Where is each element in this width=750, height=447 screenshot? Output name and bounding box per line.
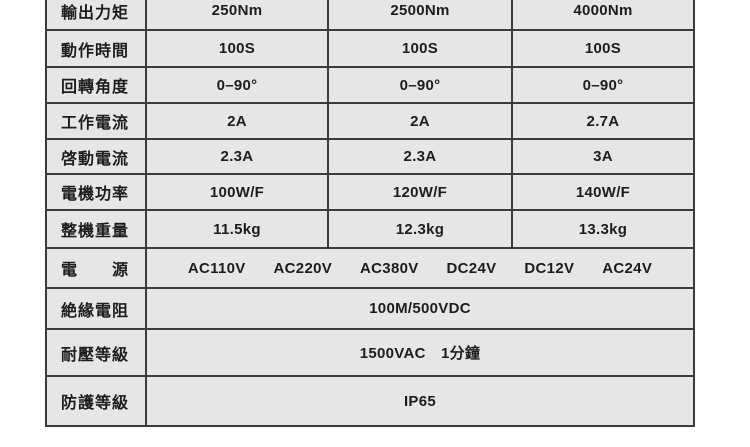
power-option: DC24V — [446, 259, 497, 277]
spec-row-starting-current: 啓動電流 2.3A 2.3A 3A — [45, 138, 695, 175]
row-label: 啓動電流 — [45, 138, 147, 175]
spec-row-working-current: 工作電流 2A 2A 2.7A — [45, 102, 695, 140]
spec-table: 輸出力矩 250Nm 2500Nm 4000Nm 動作時間 100S 100S … — [45, 0, 695, 427]
spec-value: 2500Nm — [327, 0, 513, 31]
spec-value: 4000Nm — [511, 0, 695, 31]
spec-value: 2.3A — [145, 138, 329, 175]
spec-value: 100M/500VDC — [145, 287, 695, 330]
spec-row-withstand-voltage: 耐壓等級 1500VAC 1分鐘 — [45, 328, 695, 377]
spec-value: 1500VAC 1分鐘 — [145, 328, 695, 377]
spec-value: 2.3A — [327, 138, 513, 175]
spec-row-rotation-angle: 回轉角度 0–90° 0–90° 0–90° — [45, 66, 695, 104]
power-option: AC220V — [273, 259, 333, 277]
power-options-cell: AC110V AC220V AC380V DC24V DC12V AC24V — [145, 247, 695, 289]
row-label: 防護等級 — [45, 375, 147, 427]
row-label: 輸出力矩 — [45, 0, 147, 31]
power-option: AC110V — [187, 259, 246, 277]
spec-row-action-time: 動作時間 100S 100S 100S — [45, 29, 695, 68]
spec-value: 0–90° — [511, 66, 695, 104]
row-label: 回轉角度 — [45, 66, 147, 104]
spec-value: 250Nm — [145, 0, 329, 31]
spec-value: 120W/F — [327, 173, 513, 211]
row-label: 耐壓等級 — [45, 328, 147, 377]
spec-table-wrap: 輸出力矩 250Nm 2500Nm 4000Nm 動作時間 100S 100S … — [45, 0, 695, 427]
spec-value: 11.5kg — [145, 209, 329, 249]
spec-row-power-supply: 電 源 AC110V AC220V AC380V DC24V DC12V AC2… — [45, 247, 695, 289]
row-label: 動作時間 — [45, 29, 147, 68]
spec-value: 0–90° — [327, 66, 513, 104]
spec-value: 3A — [511, 138, 695, 175]
spec-value: 0–90° — [145, 66, 329, 104]
row-label: 電機功率 — [45, 173, 147, 211]
spec-value: 100W/F — [145, 173, 329, 211]
power-options: AC110V AC220V AC380V DC24V DC12V AC24V — [148, 260, 692, 277]
row-label: 整機重量 — [45, 209, 147, 249]
spec-row-machine-weight: 整機重量 11.5kg 12.3kg 13.3kg — [45, 209, 695, 249]
spec-row-output-torque: 輸出力矩 250Nm 2500Nm 4000Nm — [45, 0, 695, 31]
spec-value: 12.3kg — [327, 209, 513, 249]
row-label: 電 源 — [45, 247, 147, 289]
spec-value: 2A — [145, 102, 329, 140]
power-option: AC380V — [360, 259, 419, 277]
spec-value: 140W/F — [511, 173, 695, 211]
spec-value: 2A — [327, 102, 513, 140]
spec-value: 100S — [145, 29, 329, 68]
spec-row-protection-rating: 防護等級 IP65 — [45, 375, 695, 427]
power-option: AC24V — [602, 259, 653, 277]
spec-value: 100S — [327, 29, 513, 68]
row-label: 工作電流 — [45, 102, 147, 140]
spec-value: 2.7A — [511, 102, 695, 140]
spec-row-motor-power: 電機功率 100W/F 120W/F 140W/F — [45, 173, 695, 211]
spec-row-insulation-resistance: 絶緣電阻 100M/500VDC — [45, 287, 695, 330]
spec-value: 13.3kg — [511, 209, 695, 249]
power-option: DC12V — [524, 259, 575, 277]
spec-value: IP65 — [145, 375, 695, 427]
spec-value: 100S — [511, 29, 695, 68]
row-label: 絶緣電阻 — [45, 287, 147, 330]
